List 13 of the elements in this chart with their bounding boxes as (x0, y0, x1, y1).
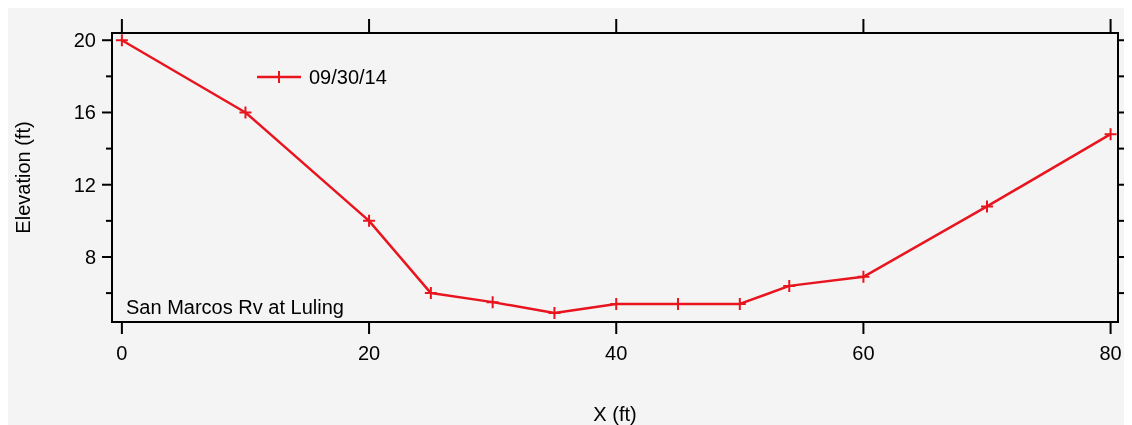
x-tick-label: 0 (116, 342, 128, 364)
x-tick-label: 20 (357, 342, 381, 364)
x-axis-title: X (ft) (593, 403, 637, 425)
annotation: San Marcos Rv at Luling (126, 296, 344, 318)
x-tick-label: 60 (852, 342, 875, 364)
y-tick-label: 8 (84, 245, 96, 268)
x-tick-label: 80 (1099, 342, 1122, 364)
legend-label: 09/30/14 (309, 66, 387, 88)
y-tick-label: 20 (73, 29, 96, 52)
x-tick-label: 40 (605, 342, 628, 364)
y-tick-label: 12 (73, 173, 96, 196)
y-axis-title: Elevation (ft) (12, 121, 34, 234)
y-tick-label: 16 (73, 101, 96, 124)
